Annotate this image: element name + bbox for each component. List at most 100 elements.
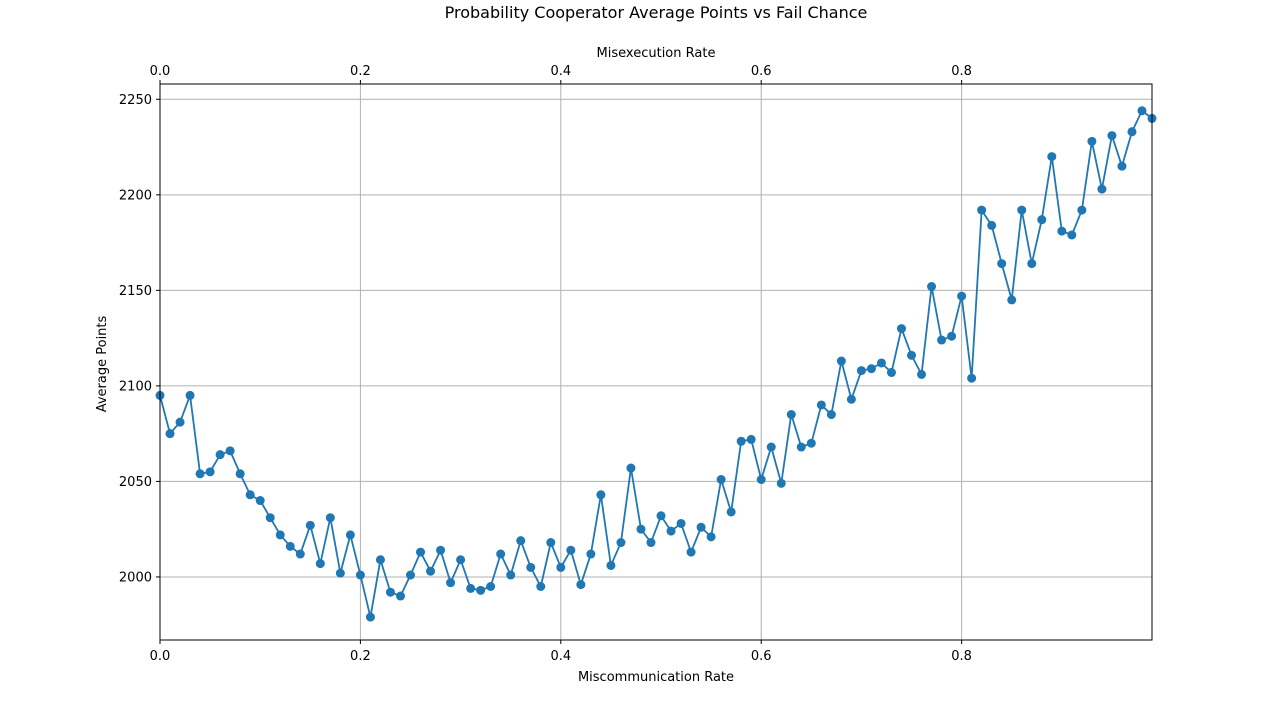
data-point [967,373,977,383]
data-point [786,410,796,420]
data-point [806,438,816,448]
data-point [1047,152,1057,162]
data-point [265,513,275,523]
x-tick-label: 0.6 [751,649,772,664]
data-point [516,536,526,546]
data-point [375,555,385,565]
data-point [907,350,917,360]
top-x-tick-label: 0.4 [550,64,571,79]
data-point [927,282,937,292]
data-point [385,587,395,597]
series-line [159,109,1153,618]
data-point [756,475,766,485]
data-point [1117,161,1127,171]
top-x-tick-label: 0.2 [350,64,371,79]
data-point [235,469,245,479]
data-point [456,555,466,565]
data-point [466,583,476,593]
axes-layer: 0.0 0.0 0.2 0.2 0.4 0.4 0.6 0.6 0.8 0.8 2000 2050 21… [119,64,1153,664]
data-point [836,356,846,366]
data-point [656,511,666,521]
data-point [766,442,776,452]
data-point [215,450,225,460]
y-axis-label: Average Points [95,315,110,412]
y-tick-label: 2050 [119,475,152,490]
top-x-tick-label: 0.8 [951,64,972,79]
data-point [446,578,456,588]
data-point [616,538,626,548]
y-tick-label: 2100 [119,379,152,394]
data-point [345,530,355,540]
data-point [866,364,876,374]
data-point [686,547,696,557]
data-point [796,442,806,452]
data-point [195,469,205,479]
data-point [175,417,185,427]
data-point [917,369,927,379]
data-point [1097,184,1107,194]
data-point [997,259,1007,269]
x-tick-label: 0.0 [150,649,171,664]
data-point [606,560,616,570]
data-point [746,434,756,444]
data-point [1087,136,1097,146]
data-point [536,582,546,592]
data-point [305,520,315,530]
data-point [666,526,676,536]
chart-title: Probability Cooperator Average Points vs… [445,3,868,22]
data-point [636,524,646,534]
data-point [736,436,746,446]
data-point [937,335,947,345]
data-point [896,324,906,334]
top-x-tick-label: 0.6 [751,64,772,79]
data-point [1077,205,1087,215]
top-x-tick-label: 0.0 [150,64,171,79]
data-point [586,549,596,559]
data-point [696,522,706,532]
data-point [596,490,606,500]
data-point [1127,127,1137,137]
data-point [856,366,866,376]
y-tick-label: 2000 [119,570,152,585]
data-point [1017,205,1027,215]
data-point [816,400,826,410]
data-point [426,566,436,576]
data-point [576,580,586,590]
data-point [626,463,636,473]
data-point [676,518,686,528]
x-tick-label: 0.8 [951,649,972,664]
data-point [355,570,365,580]
data-point [546,538,556,548]
y-tick-label: 2150 [119,284,152,299]
data-point [325,513,335,523]
data-point [957,291,967,301]
data-point [1057,226,1067,236]
data-point [716,475,726,485]
data-point [1027,259,1037,269]
data-point [947,331,957,341]
data-point [977,205,987,215]
data-point [1137,106,1147,116]
data-point [886,368,896,378]
data-point [1067,230,1077,240]
data-point [165,429,175,439]
data-point [245,490,255,500]
data-point [225,446,235,456]
grid-lines [159,84,1152,640]
x-axis-label: Miscommunication Rate [578,670,734,685]
top-x-axis-label: Misexecution Rate [597,46,716,61]
data-point [185,390,195,400]
data-point [1107,131,1117,141]
x-tick-label: 0.2 [350,649,371,664]
data-point [506,570,516,580]
data-point [826,410,836,420]
data-point [275,530,285,540]
data-point [556,562,566,572]
data-point [846,394,856,404]
plot-frame [159,83,1153,641]
data-point [436,545,446,555]
data-point [255,496,265,506]
data-point [566,545,576,555]
data-point [406,570,416,580]
